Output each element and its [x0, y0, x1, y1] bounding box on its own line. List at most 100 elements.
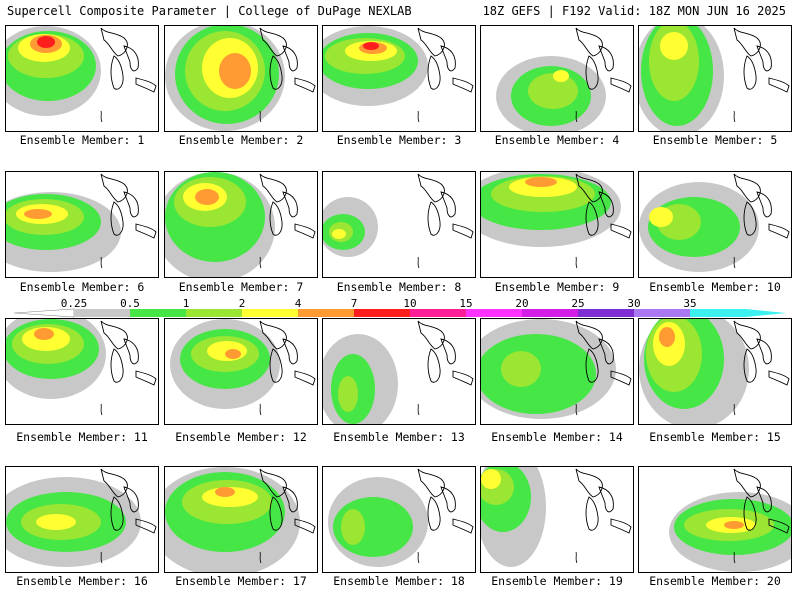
colorbar-tick-label: 35: [683, 297, 697, 310]
scp-contour: [341, 509, 365, 545]
member-label: Ensemble Member: 18: [333, 574, 465, 588]
colorbar-tick-label: 4: [294, 297, 302, 310]
member-label: Ensemble Member: 4: [494, 133, 620, 147]
great-lakes-outline: [100, 468, 157, 534]
member-map-6: [5, 171, 159, 278]
member-label: Ensemble Member: 9: [494, 280, 620, 294]
member-map-11: [5, 318, 159, 425]
river-line: [417, 551, 420, 564]
scp-contour: [501, 351, 541, 387]
member-label: Ensemble Member: 14: [491, 430, 623, 444]
member-map-19: [480, 466, 634, 573]
river-line: [733, 256, 736, 269]
great-lakes-outline: [259, 27, 316, 93]
colorbar-tick-label: 15: [459, 297, 473, 310]
great-lakes-outline: [100, 173, 157, 239]
scp-contour: [528, 73, 578, 109]
member-label: Ensemble Member: 1: [19, 133, 145, 147]
member-map-15: [638, 318, 792, 425]
scp-field: [639, 319, 790, 424]
colorbar-tick-label: 20: [515, 297, 529, 310]
great-lakes-outline: [259, 468, 316, 534]
scp-field: [323, 320, 474, 424]
great-lakes-outline: [417, 468, 474, 534]
river-line: [259, 551, 262, 564]
scp-field: [6, 26, 157, 123]
river-line: [575, 256, 578, 269]
member-map-17: [164, 466, 318, 573]
colorbar-swatch: [242, 309, 299, 317]
scp-contour: [481, 469, 501, 489]
great-lakes-outline: [575, 320, 632, 386]
member-label: Ensemble Member: 20: [649, 574, 781, 588]
colorbar-swatch: [690, 309, 747, 317]
member-label: Ensemble Member: 2: [178, 133, 304, 147]
scp-contour: [724, 521, 744, 529]
river-line: [575, 403, 578, 416]
valid-time: 18Z GEFS | F192 Valid: 18Z MON JUN 16 20…: [482, 4, 786, 18]
great-lakes-outline: [575, 173, 632, 239]
colorbar-swatch: [466, 309, 523, 317]
colorbar-swatch: [522, 309, 579, 317]
scp-contour: [553, 70, 569, 82]
member-label: Ensemble Member: 5: [652, 133, 778, 147]
scp-field: [6, 173, 157, 272]
river-line: [417, 256, 420, 269]
member-map-13: [322, 318, 476, 425]
scp-field: [165, 172, 316, 277]
scp-field: [165, 467, 316, 572]
member-label: Ensemble Member: 3: [336, 133, 462, 147]
river-line: [100, 403, 103, 416]
scp-field: [639, 173, 790, 272]
colorbar-tick-label: 2: [238, 297, 246, 310]
member-label: Ensemble Member: 16: [16, 574, 148, 588]
member-label: Ensemble Member: 7: [178, 280, 304, 294]
colorbar-right-arrow: [746, 309, 786, 317]
scp-contour: [363, 42, 379, 50]
river-line: [575, 551, 578, 564]
scp-field: [328, 468, 474, 567]
colorbar-swatch: [410, 309, 467, 317]
scp-field: [481, 467, 632, 567]
member-label: Ensemble Member: 11: [16, 430, 148, 444]
scp-contour: [525, 177, 557, 187]
river-line: [100, 256, 103, 269]
scp-field: [6, 468, 157, 567]
scp-contour: [37, 36, 55, 48]
scp-field: [639, 26, 790, 131]
great-lakes-outline: [417, 320, 474, 386]
colorbar-tick-label: 7: [350, 297, 358, 310]
great-lakes-outline: [100, 320, 157, 386]
member-label: Ensemble Member: 6: [19, 280, 145, 294]
member-label: Ensemble Member: 12: [175, 430, 307, 444]
colorbar-left-arrow: [13, 308, 75, 318]
scp-field: [669, 468, 791, 572]
member-label: Ensemble Member: 15: [649, 430, 781, 444]
member-label: Ensemble Member: 17: [175, 574, 307, 588]
colorbar-tick-label: 0.25: [60, 297, 88, 310]
colorbar-tick-label: 10: [403, 297, 417, 310]
member-map-8: [322, 171, 476, 278]
scp-contour: [332, 229, 346, 239]
member-map-4: [480, 25, 634, 132]
scp-field: [323, 173, 474, 269]
great-lakes-outline: [733, 173, 790, 239]
great-lakes-outline: [575, 468, 632, 534]
colorbar-tick-label: 1: [182, 297, 190, 310]
river-line: [575, 110, 578, 123]
scp-field: [170, 319, 316, 416]
colorbar: [13, 308, 786, 318]
scp-contour: [36, 514, 76, 530]
colorbar-swatch: [354, 309, 411, 317]
colorbar-tick-label: 30: [627, 297, 641, 310]
colorbar-tick-label: 25: [571, 297, 585, 310]
river-line: [417, 403, 420, 416]
member-label: Ensemble Member: 19: [491, 574, 623, 588]
scp-field: [481, 319, 632, 419]
river-line: [259, 403, 262, 416]
great-lakes-outline: [417, 173, 474, 239]
colorbar-swatch: [186, 309, 243, 317]
river-line: [259, 110, 262, 123]
river-line: [733, 551, 736, 564]
river-line: [259, 256, 262, 269]
